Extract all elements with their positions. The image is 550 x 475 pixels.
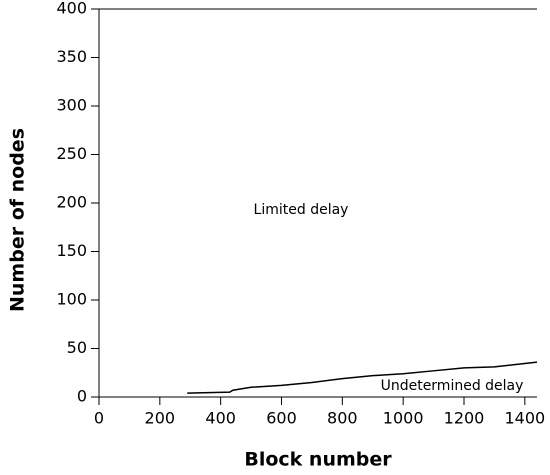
x-tick-label: 400: [205, 409, 236, 428]
annotation: Limited delay: [254, 202, 349, 218]
x-tick-label: 1000: [383, 409, 424, 428]
y-tick-label: 300: [56, 96, 87, 115]
y-tick-label: 400: [56, 0, 87, 18]
y-tick-label: 350: [56, 47, 87, 66]
y-tick-label: 50: [67, 338, 87, 357]
annotation: Undetermined delay: [381, 378, 524, 394]
y-tick-label: 250: [56, 144, 87, 163]
data-line: [187, 361, 538, 394]
y-axis-title: Number of nodes: [7, 128, 29, 312]
x-tick-label: 600: [266, 409, 297, 428]
x-tick-label: 1400: [504, 409, 545, 428]
x-tick-label: 800: [327, 409, 358, 428]
y-tick-label: 200: [56, 193, 87, 212]
y-tick-label: 150: [56, 241, 87, 260]
x-tick-label: 0: [94, 409, 104, 428]
x-axis-title: Block number: [244, 449, 392, 471]
x-tick-label: 200: [145, 409, 176, 428]
y-tick-label: 100: [56, 290, 87, 309]
y-tick-label: 0: [77, 387, 87, 406]
x-tick-label: 1200: [444, 409, 485, 428]
